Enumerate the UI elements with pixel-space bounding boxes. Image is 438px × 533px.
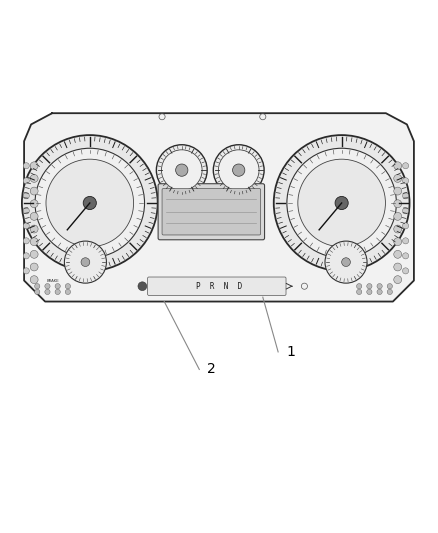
Circle shape [23, 253, 29, 259]
Circle shape [403, 268, 409, 274]
Circle shape [298, 159, 385, 247]
Circle shape [23, 268, 29, 274]
Circle shape [394, 251, 402, 259]
FancyBboxPatch shape [158, 184, 265, 240]
Circle shape [403, 163, 409, 169]
Circle shape [403, 253, 409, 259]
Circle shape [403, 177, 409, 184]
Circle shape [213, 145, 264, 196]
Circle shape [367, 284, 372, 289]
Circle shape [219, 150, 259, 190]
Circle shape [45, 289, 50, 295]
Circle shape [30, 251, 38, 259]
Circle shape [138, 282, 147, 290]
Circle shape [367, 289, 372, 295]
Circle shape [23, 223, 29, 229]
Circle shape [30, 187, 38, 195]
Circle shape [342, 258, 350, 266]
FancyBboxPatch shape [162, 189, 261, 235]
Circle shape [65, 284, 71, 289]
Circle shape [162, 150, 202, 190]
Circle shape [403, 193, 409, 199]
Circle shape [387, 289, 392, 295]
Circle shape [30, 213, 38, 220]
Circle shape [64, 241, 106, 283]
Circle shape [387, 284, 392, 289]
Circle shape [55, 289, 60, 295]
Circle shape [394, 162, 402, 169]
Circle shape [156, 145, 207, 196]
Circle shape [23, 208, 29, 214]
Circle shape [377, 289, 382, 295]
Circle shape [81, 258, 90, 266]
Circle shape [30, 174, 38, 182]
Circle shape [403, 238, 409, 244]
Circle shape [30, 162, 38, 169]
Polygon shape [24, 113, 414, 302]
Circle shape [23, 193, 29, 199]
Circle shape [30, 276, 38, 284]
Circle shape [394, 238, 402, 246]
Circle shape [23, 163, 29, 169]
Circle shape [55, 284, 60, 289]
Circle shape [30, 225, 38, 233]
Circle shape [394, 213, 402, 220]
Circle shape [403, 223, 409, 229]
Circle shape [30, 200, 38, 208]
Circle shape [176, 164, 188, 176]
Circle shape [30, 238, 38, 246]
Circle shape [325, 241, 367, 283]
Circle shape [35, 148, 145, 258]
Circle shape [46, 159, 134, 247]
Circle shape [287, 148, 396, 258]
Circle shape [233, 164, 245, 176]
Text: BRAKE: BRAKE [46, 279, 59, 282]
Circle shape [335, 197, 348, 209]
Circle shape [45, 284, 50, 289]
Circle shape [394, 276, 402, 284]
Circle shape [23, 238, 29, 244]
Circle shape [22, 135, 158, 271]
FancyBboxPatch shape [148, 277, 286, 295]
Circle shape [403, 208, 409, 214]
Circle shape [83, 197, 96, 209]
Circle shape [65, 289, 71, 295]
Text: 1: 1 [286, 345, 295, 359]
Circle shape [30, 263, 38, 271]
Circle shape [23, 177, 29, 184]
Text: P  R  N  D: P R N D [196, 282, 242, 290]
Text: 2: 2 [207, 362, 216, 376]
Circle shape [394, 187, 402, 195]
Circle shape [357, 284, 362, 289]
Circle shape [394, 200, 402, 208]
Circle shape [394, 225, 402, 233]
Circle shape [394, 263, 402, 271]
Circle shape [394, 174, 402, 182]
Circle shape [35, 284, 40, 289]
Circle shape [357, 289, 362, 295]
Circle shape [377, 284, 382, 289]
Circle shape [35, 289, 40, 295]
Circle shape [274, 135, 410, 271]
